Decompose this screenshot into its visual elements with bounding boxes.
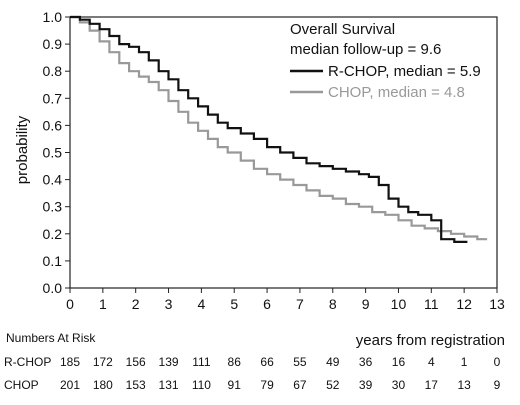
x-tick-label: 1 bbox=[99, 296, 107, 312]
x-tick-label: 10 bbox=[391, 296, 407, 312]
y-tick-label: 0.2 bbox=[43, 226, 63, 242]
risk-count: 172 bbox=[93, 355, 113, 369]
risk-count: 139 bbox=[159, 355, 179, 369]
x-tick-label: 0 bbox=[66, 296, 74, 312]
x-tick-label: 4 bbox=[197, 296, 205, 312]
x-tick-label: 8 bbox=[329, 296, 337, 312]
y-tick-label: 0.6 bbox=[43, 117, 63, 133]
risk-count: 86 bbox=[228, 355, 242, 369]
risk-table: R-CHOP 185 172 156 139 111 86 66 55 49 36 16 4 1 0CHOP… bbox=[4, 355, 501, 392]
y-tick-label: 1.0 bbox=[43, 9, 63, 25]
x-tick-label: 11 bbox=[424, 296, 439, 312]
risk-count: 49 bbox=[326, 355, 340, 369]
risk-count: 201 bbox=[60, 378, 80, 392]
risk-count: 131 bbox=[159, 378, 179, 392]
risk-count: 79 bbox=[260, 378, 274, 392]
x-tick-label: 9 bbox=[362, 296, 370, 312]
y-tick-label: 0.3 bbox=[43, 199, 63, 215]
risk-count: 9 bbox=[494, 378, 501, 392]
risk-count: 52 bbox=[326, 378, 340, 392]
y-tick-label: 0.8 bbox=[43, 63, 63, 79]
y-tick-label: 0.9 bbox=[43, 36, 63, 52]
legend-title-line-2: median follow-up = 9.6 bbox=[290, 41, 441, 58]
y-tick-label: 0.5 bbox=[43, 145, 63, 161]
risk-count: 111 bbox=[192, 355, 211, 369]
risk-count: 1 bbox=[461, 355, 468, 369]
risk-count: 17 bbox=[425, 378, 439, 392]
risk-count: 185 bbox=[60, 355, 80, 369]
x-tick-label: 3 bbox=[165, 296, 173, 312]
y-tick-label: 0.1 bbox=[43, 253, 63, 269]
risk-row-label: R-CHOP bbox=[4, 355, 51, 369]
series-lines bbox=[70, 15, 488, 243]
risk-count: 55 bbox=[293, 355, 307, 369]
risk-count: 39 bbox=[359, 378, 373, 392]
series-line-r-chop bbox=[70, 15, 468, 243]
risk-count: 110 bbox=[192, 378, 211, 392]
legend: Overall Survival median follow-up = 9.6 … bbox=[290, 21, 481, 101]
risk-row-label: CHOP bbox=[4, 378, 39, 392]
risk-count: 36 bbox=[359, 355, 373, 369]
y-tick-label: 0.0 bbox=[43, 280, 63, 296]
risk-count: 180 bbox=[93, 378, 113, 392]
risk-count: 67 bbox=[293, 378, 307, 392]
risk-count: 0 bbox=[494, 355, 501, 369]
risk-count: 30 bbox=[392, 378, 406, 392]
series-line-chop bbox=[70, 15, 488, 241]
x-tick-label: 5 bbox=[230, 296, 238, 312]
risk-table-title: Numbers At Risk bbox=[6, 331, 96, 345]
y-tick-label: 0.7 bbox=[43, 90, 63, 106]
risk-count: 16 bbox=[392, 355, 406, 369]
x-tick-label: 6 bbox=[263, 296, 271, 312]
risk-count: 4 bbox=[428, 355, 435, 369]
y-axis: 0.0 0.1 0.2 0.3 0.4 0.5 0.6 0.7 0.8 0.9 1.0 bbox=[43, 9, 70, 296]
y-tick-label: 0.4 bbox=[43, 172, 63, 188]
x-axis-label: years from registration bbox=[356, 332, 505, 349]
risk-count: 156 bbox=[126, 355, 146, 369]
risk-count: 66 bbox=[260, 355, 274, 369]
x-tick-label: 13 bbox=[489, 296, 505, 312]
x-axis: 0 1 2 3 4 5 6 7 8 9 10 11 12 13 bbox=[66, 288, 505, 312]
risk-count: 91 bbox=[228, 378, 242, 392]
risk-count: 13 bbox=[457, 378, 471, 392]
x-tick-label: 7 bbox=[296, 296, 304, 312]
risk-count: 153 bbox=[126, 378, 146, 392]
legend-title-line-1: Overall Survival bbox=[290, 21, 395, 38]
legend-label-r-chop: R-CHOP, median = 5.9 bbox=[328, 63, 481, 80]
y-axis-label: probability bbox=[14, 115, 31, 184]
legend-label-chop: CHOP, median = 4.8 bbox=[328, 84, 465, 101]
x-tick-label: 12 bbox=[456, 296, 472, 312]
x-tick-label: 2 bbox=[132, 296, 140, 312]
